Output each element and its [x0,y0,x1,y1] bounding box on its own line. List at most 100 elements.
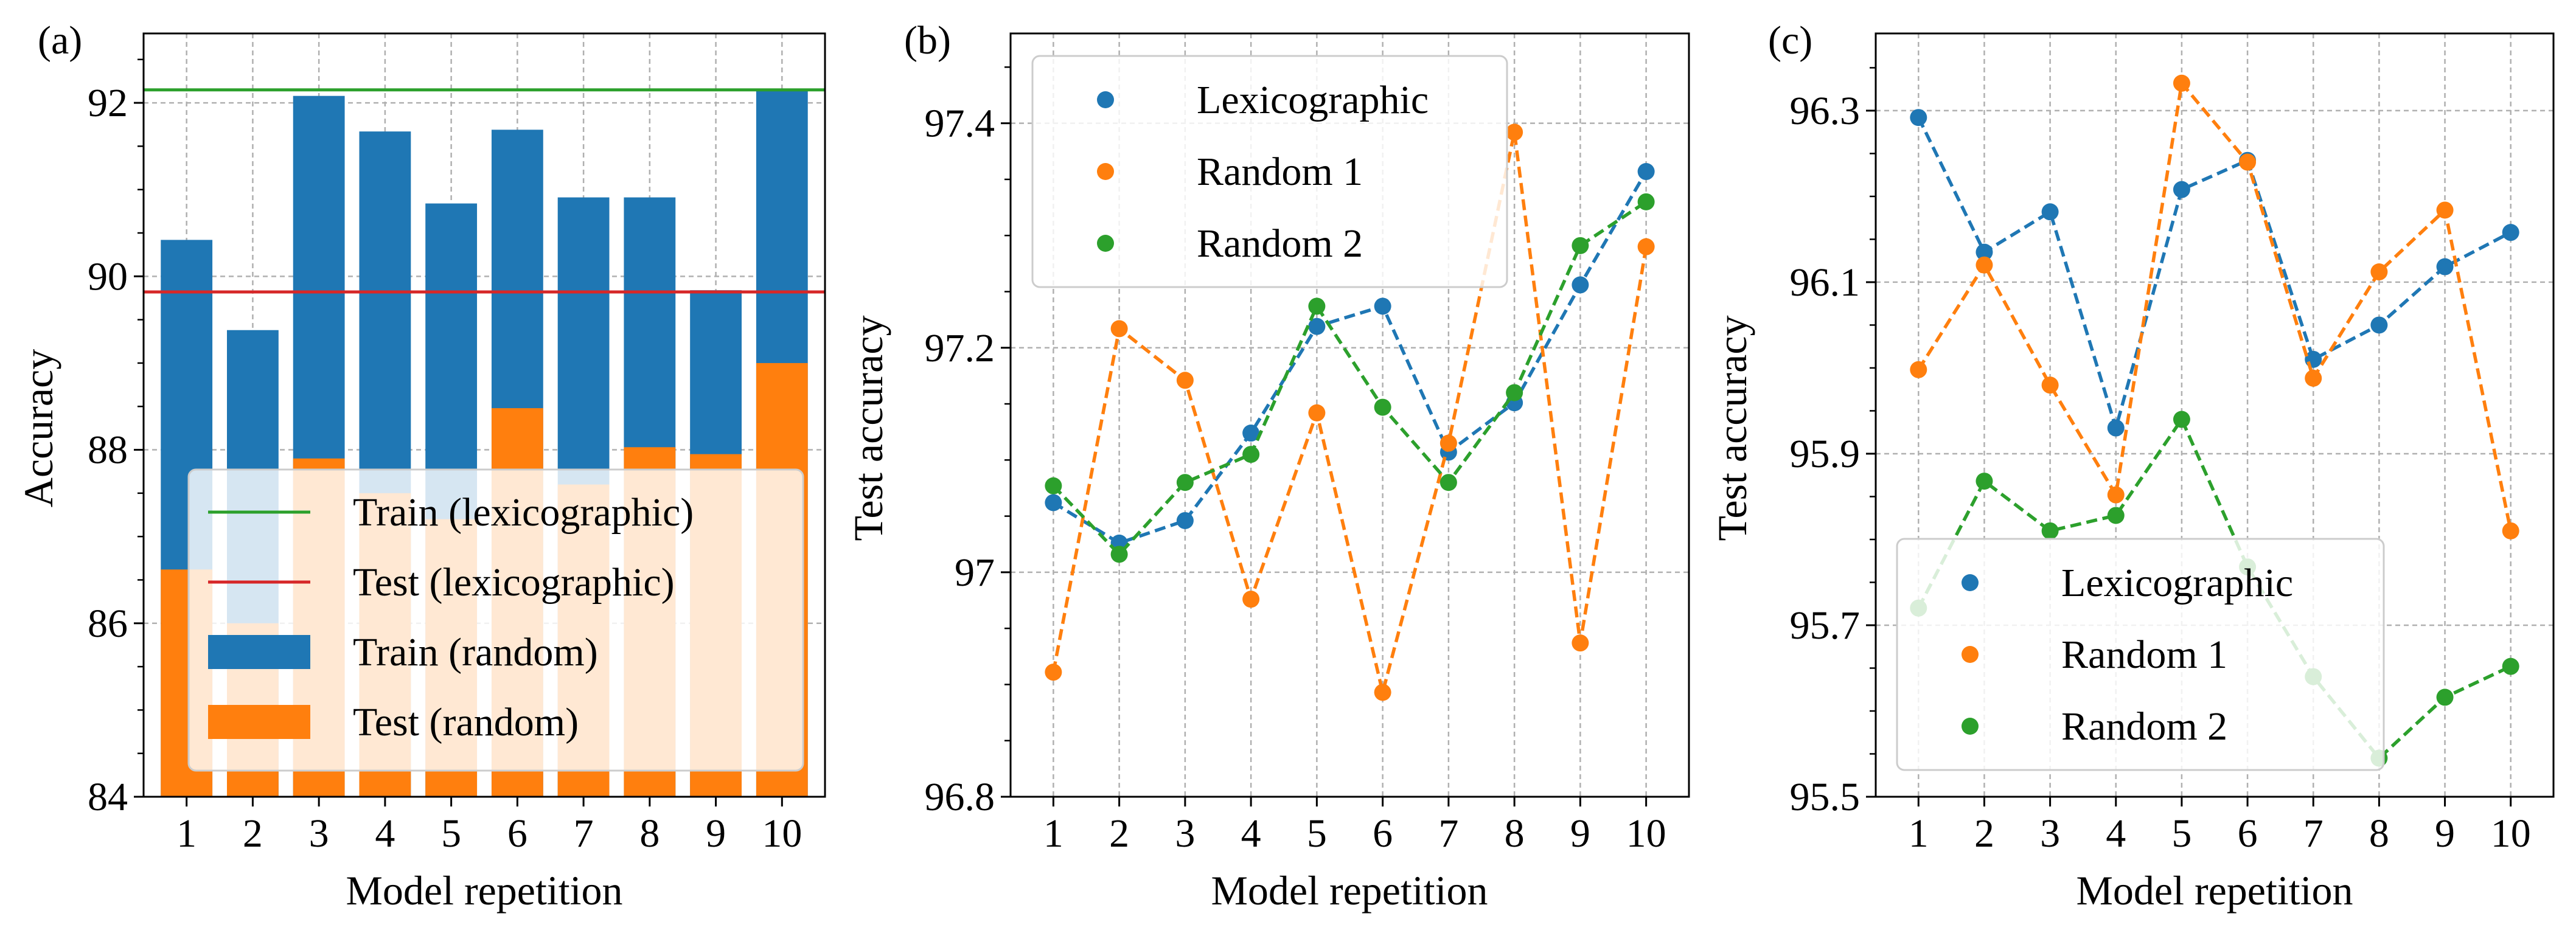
panel-c-legend: Lexicographic Random 1 Random 2 [1896,538,2385,771]
panel-b-marks [1045,123,1655,701]
y-tick-label: 97.4 [925,102,995,146]
axes-frame [142,32,826,798]
point-lexicographic [1910,109,1927,127]
point-random-1 [1374,684,1391,701]
x-tick-label: 6 [1373,811,1393,856]
legend-handle [208,635,310,669]
x-tick-label: 7 [574,811,594,856]
panel-c-marks [1910,74,2519,767]
x-tick-label: 9 [1570,811,1590,856]
point-lexicographic [1572,276,1589,294]
point-random-2 [2436,688,2454,706]
y-tick-label: 97.2 [925,326,995,370]
series-line-lexicographic [1052,170,1648,545]
point-random-1 [2436,201,2454,219]
panel-c-ylabel: Test accuracy [1709,316,1755,541]
point-lexicographic [1242,425,1260,442]
x-tick-label: 3 [309,811,329,856]
panel-b-legend: Lexicographic Random 1 Random 2 [1031,55,1508,288]
x-tick-label: 1 [1909,811,1929,856]
legend-marker [1962,718,1979,735]
panel-a-xlabel: Model repetition [346,867,622,914]
panel-a-ticks: 1 2 3 4 5 6 7 8 9 10 84 86 88 90 92 [88,32,826,856]
point-random-1 [2502,522,2519,539]
x-tick-label: 4 [1241,811,1261,856]
point-lexicographic [2107,419,2125,437]
panel-b-label: (b) [904,18,951,63]
point-lexicographic [1374,297,1391,315]
legend-box [1031,55,1508,288]
y-tick-label: 86 [88,602,128,646]
point-random-2 [1976,473,1993,490]
point-random-1 [2173,74,2190,92]
point-random-2 [1110,546,1128,563]
point-random-2 [1637,193,1655,210]
series-line-random-2 [1916,415,2512,761]
legend-marker [1962,646,1979,663]
y-tick-label: 96.8 [925,775,995,819]
panel-a: (a) 1 2 3 4 5 6 7 8 9 10 84 86 88 90 92 Model repetiti… [15,18,826,914]
x-tick-label: 8 [639,811,660,856]
y-tick-label: 97 [955,550,995,595]
y-tick-label: 95.7 [1790,603,1861,648]
panel-a-label: (a) [38,18,82,63]
legend-label: Test (lexicographic) [353,560,675,605]
point-random-1 [1910,361,1927,378]
x-tick-label: 4 [375,811,395,856]
x-tick-label: 7 [2303,811,2324,856]
point-random-2 [1439,474,1457,491]
series-line-lexicographic [1916,116,2512,434]
x-tick-label: 10 [762,811,802,856]
series-line-random-2 [1052,200,1648,557]
legend-marker [1962,574,1979,591]
point-random-1 [1572,634,1589,652]
point-random-2 [1374,398,1391,416]
legend-marker [1097,163,1114,180]
legend-handle [208,705,310,739]
legend-box [187,468,804,772]
panel-c-label: (c) [1768,18,1812,63]
point-random-1 [1637,238,1655,255]
point-random-1 [1242,591,1260,608]
legend-label: Train (random) [353,630,598,675]
x-tick-label: 1 [1043,811,1063,856]
x-tick-label: 4 [2106,811,2126,856]
point-random-2 [1045,477,1062,494]
series-line-random-1 [1916,79,2513,532]
legend-label: Lexicographic [2061,561,2293,605]
point-random-1 [1439,434,1457,452]
x-tick-label: 1 [176,811,197,856]
x-tick-label: 2 [1974,811,1994,856]
point-random-2 [1506,384,1523,401]
point-lexicographic [1176,512,1194,529]
x-tick-label: 5 [2171,811,2191,856]
legend-label: Random 1 [2061,633,2227,677]
legend-label: Random 2 [2061,704,2227,749]
axes-frame [1009,32,1690,798]
point-random-1 [1176,372,1194,389]
point-random-2 [1176,474,1194,491]
x-tick-label: 6 [507,811,527,856]
y-tick-label: 96.1 [1790,260,1861,305]
y-tick-label: 88 [88,428,128,473]
legend-marker [1097,235,1114,252]
x-tick-label: 5 [441,811,461,856]
point-random-2 [1242,446,1260,463]
point-random-1 [2305,369,2322,387]
point-random-1 [1506,123,1523,141]
point-random-1 [1976,256,1993,274]
point-lexicographic [2173,181,2190,198]
legend-marker [1097,91,1114,108]
point-lexicographic [1308,317,1326,335]
point-random-1 [1045,664,1062,681]
axes-frame [1875,32,2555,798]
x-tick-label: 8 [1505,811,1525,856]
panel-b-xlabel: Model repetition [1211,867,1488,914]
point-random-1 [2041,376,2059,394]
point-random-2 [1308,297,1326,315]
x-tick-label: 5 [1307,811,1327,856]
y-tick-label: 92 [88,81,128,125]
